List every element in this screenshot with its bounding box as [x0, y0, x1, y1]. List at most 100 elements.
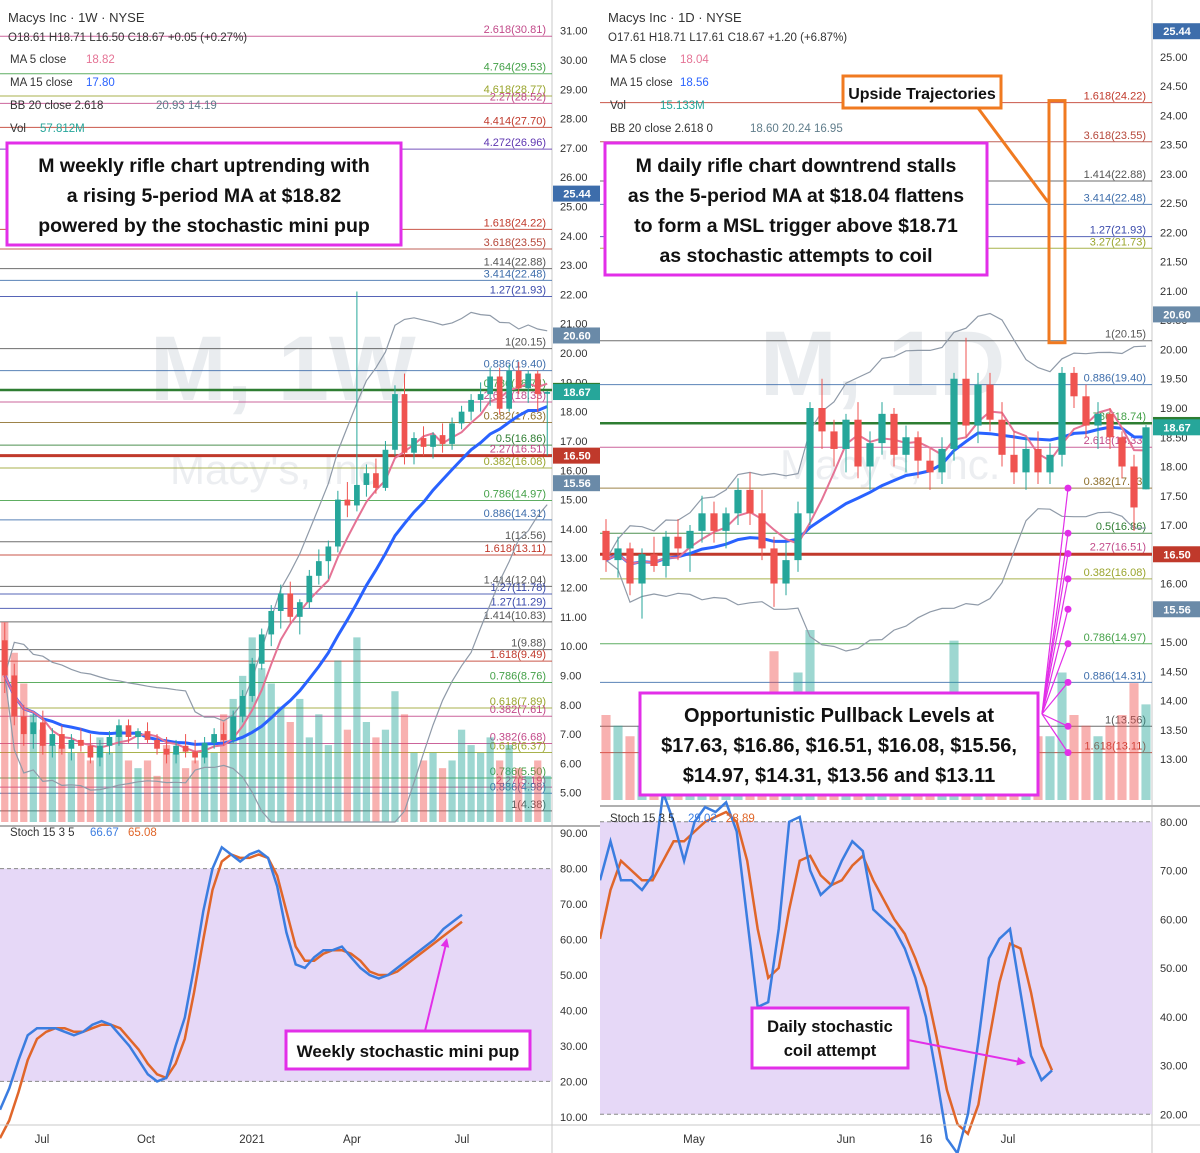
left-candle-body	[182, 745, 189, 752]
right-price-badge	[1153, 546, 1200, 563]
left-candle	[439, 423, 446, 453]
right-pullback-arrow	[1041, 643, 1069, 715]
left-volume-bar	[86, 760, 95, 822]
right-x-tick: May	[683, 1134, 705, 1146]
left-y-tick: 28.00	[560, 114, 588, 126]
right-candle-body	[854, 419, 862, 467]
left-annotation-arrow	[424, 943, 447, 1032]
right-candle	[1118, 431, 1126, 479]
left-volume-bar	[277, 706, 285, 822]
left-volume-bar	[515, 768, 523, 822]
left-candle	[106, 731, 113, 755]
right-stoch-k-value: 29.02	[688, 813, 717, 825]
right-volume-bar	[1129, 683, 1139, 800]
left-stoch-y-tick: 30.00	[560, 1041, 588, 1053]
left-candle	[506, 364, 513, 412]
left-fib-label: 3.618(23.55)	[484, 237, 546, 249]
right-candle-body	[830, 431, 838, 449]
left-candle-body	[230, 716, 237, 740]
left-callout-box	[5, 141, 403, 247]
left-volume-bar	[201, 745, 209, 822]
left-candle	[49, 728, 56, 758]
left-candle	[116, 719, 122, 746]
right-candle-body	[1142, 427, 1150, 490]
right-candle-body	[1130, 466, 1138, 508]
left-y-tick: 11.00	[560, 612, 587, 624]
left-fib-label: 2.27(5.19)	[496, 775, 546, 787]
left-candle-body	[506, 370, 513, 409]
right-indicator-label: Vol	[610, 100, 626, 112]
left-y-tick: 31.00	[560, 26, 588, 38]
left-y-tick: 12.00	[560, 583, 588, 595]
left-volume-bar	[343, 729, 351, 822]
right-x-tick: Jun	[837, 1134, 856, 1146]
right-candle	[950, 372, 958, 461]
right-stoch-d-line	[600, 810, 1054, 1137]
left-volume-bar	[286, 722, 294, 822]
left-candle	[287, 581, 294, 623]
left-fib-label: 1(20.15)	[505, 337, 546, 349]
left-candle	[335, 490, 341, 553]
right-candle-body	[962, 378, 970, 426]
left-candle-body	[277, 593, 284, 611]
left-candle	[515, 361, 522, 395]
left-fib-label: 0.786(5.50)	[490, 766, 546, 778]
left-candle	[20, 704, 27, 746]
left-volume-bar	[486, 737, 494, 822]
left-candle	[220, 722, 227, 746]
left-stoch-label: Stoch 15 3 5	[10, 827, 75, 839]
left-y-tick: 8.00	[560, 700, 581, 712]
right-price-badge	[1153, 601, 1200, 618]
right-callout-line: as the 5-period MA at $18.04 flattens	[628, 185, 964, 207]
left-candle-body	[173, 745, 179, 755]
left-stoch-y-tick: 20.00	[560, 1076, 588, 1088]
left-stoch-y-tick: 10.00	[560, 1112, 588, 1124]
left-fib-label: 0.786(14.97)	[484, 488, 546, 500]
left-stoch-d-value: 65.08	[128, 827, 157, 839]
right-callout-line: to form a MSL trigger above $18.71	[634, 215, 958, 237]
right-candle-body	[1034, 448, 1042, 473]
left-candle	[97, 739, 103, 767]
right-candle-body	[722, 513, 730, 531]
left-volume-bar	[48, 745, 56, 822]
left-candle	[525, 370, 532, 403]
left-candle-body	[373, 473, 379, 488]
right-candle	[998, 402, 1006, 467]
right-candle-body	[758, 513, 766, 549]
left-volume-bar	[400, 714, 409, 822]
left-candle	[249, 657, 256, 702]
left-candle-body	[382, 449, 389, 488]
left-candle	[544, 390, 551, 456]
right-y-tick: 23.00	[1160, 169, 1188, 181]
right-candle	[854, 402, 862, 479]
right-stoch-annotation: Daily stochastic coil attempt	[750, 1006, 910, 1070]
right-volume-bar	[1069, 715, 1079, 800]
right-pullback-marker	[1064, 575, 1072, 583]
right-callout: M daily rifle chart downtrend stalls as t…	[603, 141, 989, 277]
right-candle-body	[698, 513, 706, 531]
left-volume-bar	[410, 752, 418, 822]
right-y-tick: 16.00	[1160, 579, 1188, 591]
right-volume-bar	[601, 715, 611, 800]
right-stoch-y-tick: 20.00	[1160, 1109, 1188, 1121]
right-indicator-label: MA 5 close	[610, 54, 666, 66]
right-fib-label: 1.414(22.88)	[1084, 169, 1146, 181]
right-candle-body	[926, 460, 934, 473]
right-candle	[662, 530, 670, 578]
right-ohlc: O17.61 H18.71 L17.61 C18.67 +1.20 (+6.87…	[608, 32, 847, 44]
left-volume-bar	[362, 722, 371, 822]
right-pullback-marker	[1064, 529, 1072, 537]
left-price-badge-text: 16.50	[563, 451, 591, 463]
left-candle-body	[249, 663, 256, 696]
left-indicator-value: 17.80	[86, 77, 115, 89]
left-watermark-sub: Macy's, Inc.	[170, 446, 390, 493]
left-candle-body	[354, 484, 360, 506]
right-y-tick: 22.00	[1160, 227, 1188, 239]
left-candle-body	[449, 423, 455, 444]
right-candle	[914, 431, 922, 479]
left-volume-bar	[191, 760, 199, 822]
left-indicator-label: BB 20 close 2.618	[10, 100, 103, 112]
left-candle	[268, 605, 275, 647]
left-candle	[211, 728, 217, 749]
right-price-badge-text: 18.67	[1163, 422, 1191, 434]
